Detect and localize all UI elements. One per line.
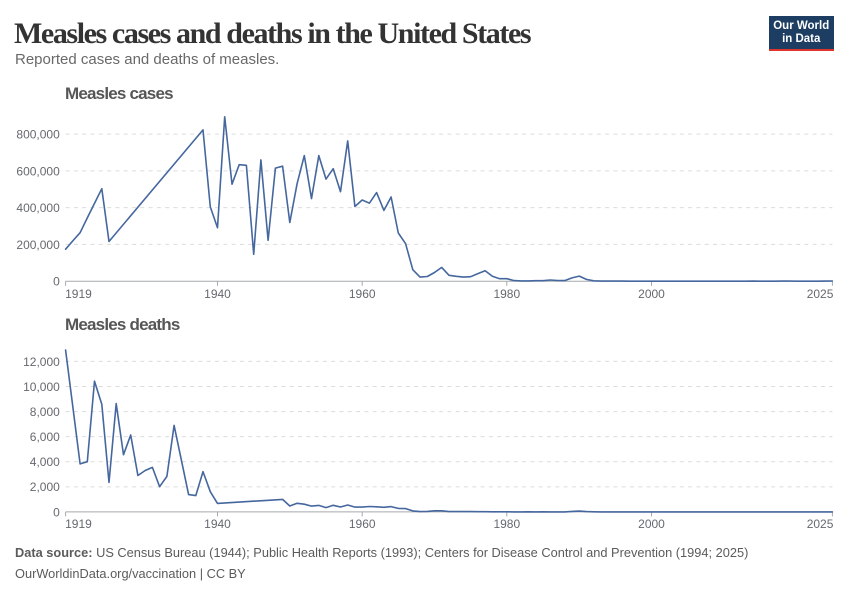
svg-text:2,000: 2,000 (30, 480, 60, 494)
svg-text:8,000: 8,000 (30, 405, 60, 419)
svg-text:2025: 2025 (807, 287, 834, 301)
svg-text:1980: 1980 (493, 287, 520, 301)
svg-text:800,000: 800,000 (16, 128, 60, 142)
svg-text:200,000: 200,000 (16, 238, 60, 252)
svg-text:2000: 2000 (638, 517, 665, 531)
svg-text:600,000: 600,000 (16, 164, 60, 178)
svg-text:2025: 2025 (807, 517, 834, 531)
svg-text:1960: 1960 (349, 517, 376, 531)
svg-text:1919: 1919 (65, 517, 92, 531)
svg-text:1919: 1919 (65, 287, 92, 301)
svg-text:0: 0 (53, 275, 60, 289)
svg-text:1940: 1940 (204, 287, 231, 301)
svg-text:2000: 2000 (638, 287, 665, 301)
svg-text:1980: 1980 (493, 517, 520, 531)
svg-text:12,000: 12,000 (23, 355, 60, 369)
svg-text:400,000: 400,000 (16, 201, 60, 215)
svg-text:6,000: 6,000 (30, 430, 60, 444)
svg-text:1940: 1940 (204, 517, 231, 531)
svg-text:1960: 1960 (349, 287, 376, 301)
svg-text:4,000: 4,000 (30, 455, 60, 469)
svg-text:10,000: 10,000 (23, 380, 60, 394)
svg-text:0: 0 (53, 505, 60, 519)
